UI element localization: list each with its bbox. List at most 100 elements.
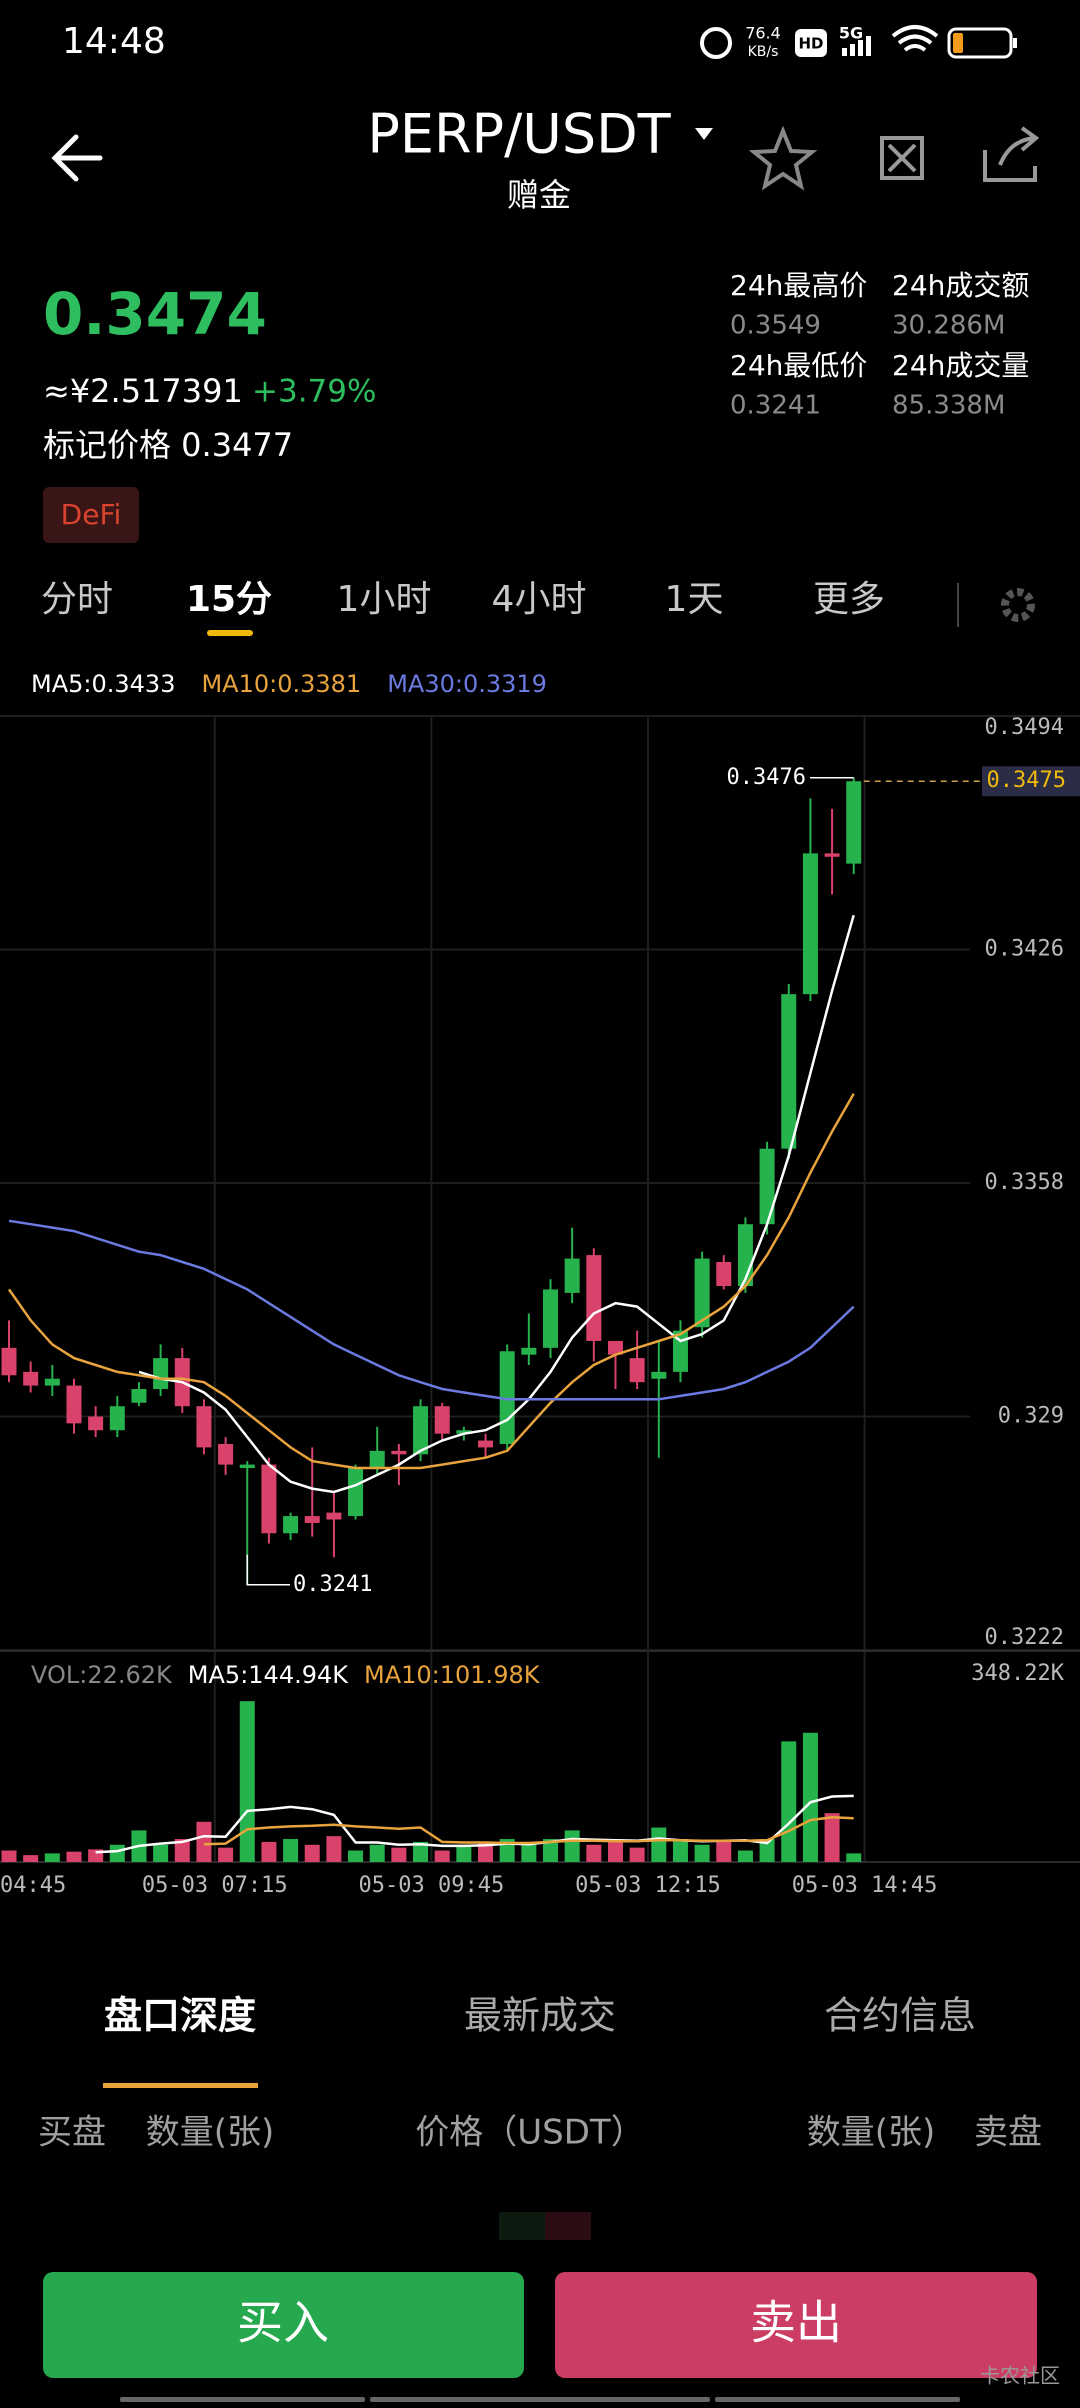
- volume-bar: [824, 1813, 840, 1862]
- y-tick-label: 0.3222: [985, 1625, 1064, 1650]
- volume-bar: [716, 1841, 732, 1862]
- interval-tab[interactable]: 15分: [186, 579, 272, 620]
- candle-body: [694, 1258, 710, 1328]
- tab-underline: [103, 2083, 258, 2088]
- sell-label[interactable]: 卖出: [750, 2296, 842, 2350]
- volume-bar: [66, 1851, 82, 1862]
- volume-bar: [564, 1830, 580, 1862]
- interval-tab[interactable]: 1小时: [337, 579, 432, 620]
- candle-body: [326, 1512, 342, 1520]
- volume-bar: [174, 1839, 190, 1862]
- candle-body: [109, 1406, 125, 1431]
- candle-body: [521, 1347, 537, 1355]
- pair-dropdown[interactable]: [695, 128, 713, 140]
- volume-bar: [759, 1839, 775, 1862]
- stat-label: 24h成交量: [892, 349, 1029, 382]
- sell-button[interactable]: [555, 2272, 1037, 2378]
- time-label: 04:45: [0, 1873, 66, 1898]
- column-header: 买盘: [38, 2113, 106, 2153]
- ma-legend: MA10:0.3381: [201, 670, 361, 698]
- settings-button[interactable]: [1001, 588, 1035, 622]
- candle-body: [802, 853, 818, 995]
- column-header: 数量(张): [807, 2113, 936, 2153]
- battery-tip: [1013, 38, 1017, 48]
- net-speed-unit: KB/s: [748, 44, 779, 60]
- candle-body: [716, 1261, 732, 1287]
- section-tab[interactable]: 盘口深度: [104, 1994, 256, 2038]
- interval-tab[interactable]: 4小时: [492, 579, 587, 620]
- candle-body: [153, 1358, 169, 1390]
- time-label: 05-03 09:45: [359, 1873, 505, 1898]
- ma-legend: MA30:0.3319: [387, 670, 547, 698]
- volume-bar: [44, 1853, 60, 1862]
- volume-tick-label: 348.22K: [971, 1661, 1064, 1686]
- candle-body: [131, 1389, 147, 1403]
- depth-bid-bar: [499, 2212, 545, 2240]
- ma-line: [138, 914, 855, 1494]
- cny-price: ≈¥2.517391: [43, 372, 243, 410]
- candle-body: [1, 1347, 17, 1376]
- volume-bar: [672, 1839, 688, 1862]
- stat-label: 24h最低价: [730, 349, 867, 382]
- pair-title[interactable]: PERP/USDT: [367, 103, 671, 166]
- tag-label: DeFi: [61, 498, 122, 531]
- share-button[interactable]: [983, 126, 1040, 182]
- interval-tab[interactable]: 1天: [665, 579, 724, 620]
- wifi-icon: [891, 25, 939, 52]
- volume-bar: [651, 1827, 667, 1862]
- candle-body: [261, 1464, 277, 1534]
- pair-subtitle: 赠金: [507, 176, 571, 214]
- volume-bar: [218, 1847, 234, 1862]
- volume-bar: [478, 1841, 494, 1862]
- volume-bar: [261, 1841, 277, 1862]
- candle-body: [88, 1416, 104, 1431]
- ma-legend: MA5:0.3433: [31, 670, 175, 698]
- column-header: 数量(张): [146, 2113, 275, 2153]
- hd-label: HD: [798, 35, 823, 53]
- buy-label[interactable]: 买入: [237, 2296, 329, 2350]
- buy-button[interactable]: [43, 2272, 524, 2378]
- section-tab[interactable]: 最新成交: [464, 1994, 616, 2038]
- depth-ask-bar: [545, 2212, 591, 2240]
- candle-body: [304, 1516, 320, 1523]
- volume-bar: [196, 1821, 212, 1862]
- volume-bar: [369, 1844, 385, 1862]
- interval-tab[interactable]: 更多: [813, 579, 885, 620]
- back-button[interactable]: [51, 134, 103, 182]
- ma-line: [7, 1093, 855, 1470]
- candle-body: [196, 1406, 212, 1448]
- section-tab[interactable]: 合约信息: [824, 1994, 976, 2038]
- net-speed: 76.4: [745, 24, 781, 43]
- candle-body: [478, 1440, 494, 1448]
- column-header: 卖盘: [974, 2113, 1042, 2153]
- candle-body: [651, 1371, 667, 1379]
- alarm-icon: [700, 27, 732, 59]
- volume-bar: [283, 1839, 299, 1862]
- candle-body: [23, 1371, 39, 1386]
- volume-ma-legend: MA5:144.94K: [188, 1661, 349, 1689]
- volume-bar: [629, 1847, 645, 1862]
- y-tick-label: 0.3358: [985, 1170, 1064, 1195]
- candle-body: [456, 1430, 472, 1434]
- low-marker: [246, 1554, 290, 1586]
- candle-body: [629, 1358, 645, 1383]
- volume-bar: [391, 1847, 407, 1862]
- favorite-button[interactable]: [748, 125, 818, 191]
- stat-value: 85.338M: [892, 391, 1005, 421]
- fullscreen-button[interactable]: [880, 136, 924, 180]
- volume-bar: [543, 1839, 558, 1862]
- interval-tab[interactable]: 分时: [41, 579, 113, 620]
- candle-body: [607, 1340, 623, 1355]
- volume-bar: [413, 1841, 429, 1862]
- candle-body: [846, 781, 862, 864]
- candle-body: [434, 1406, 450, 1434]
- stat-label: 24h最高价: [730, 269, 867, 302]
- candle-body: [369, 1450, 385, 1469]
- candle-body: [239, 1464, 255, 1469]
- volume-ma-legend: MA10:101.98K: [364, 1661, 541, 1689]
- stat-value: 0.3549: [730, 311, 821, 341]
- time-label: 05-03 07:15: [142, 1873, 288, 1898]
